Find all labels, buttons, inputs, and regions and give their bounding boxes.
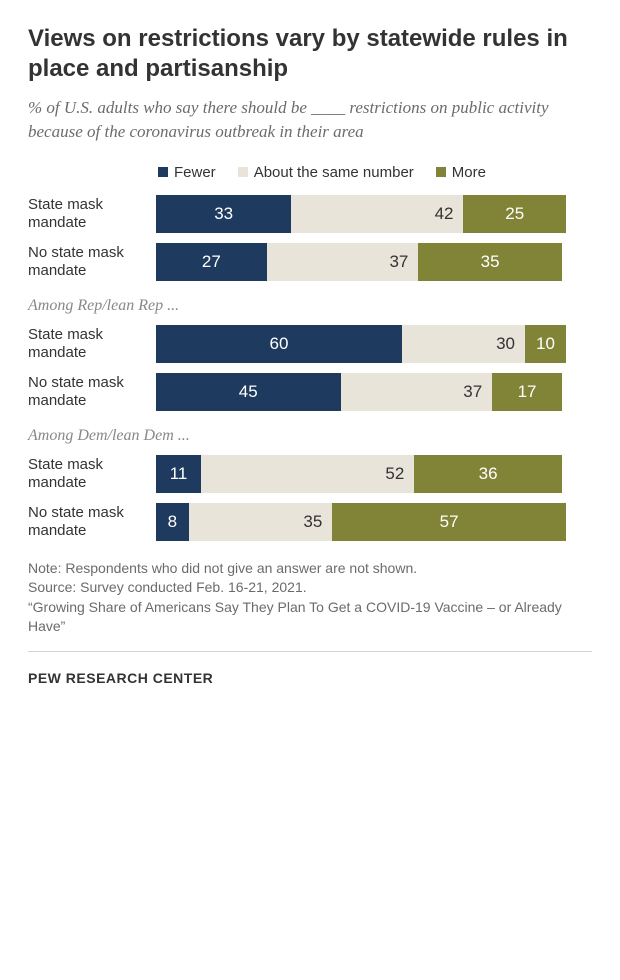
group-label: Among Rep/lean Rep ...: [28, 297, 592, 315]
bar-row: State mask mandate603010: [28, 325, 592, 363]
divider: [28, 651, 592, 652]
note-line: Note: Respondents who did not give an an…: [28, 559, 592, 579]
note-line: “Growing Share of Americans Say They Pla…: [28, 598, 592, 637]
segment-same: 52: [201, 455, 414, 493]
segment-same: 37: [341, 373, 493, 411]
row-label: No state mask mandate: [28, 504, 156, 540]
row-label: State mask mandate: [28, 196, 156, 232]
row-label: No state mask mandate: [28, 374, 156, 410]
stacked-bar: 83557: [156, 503, 566, 541]
segment-same: 35: [189, 503, 333, 541]
bar-row: No state mask mandate83557: [28, 503, 592, 541]
segment-more: 57: [332, 503, 566, 541]
row-label: State mask mandate: [28, 456, 156, 492]
segment-more: 17: [492, 373, 562, 411]
row-label: No state mask mandate: [28, 244, 156, 280]
legend: Fewer About the same number More: [158, 164, 592, 181]
segment-fewer: 45: [156, 373, 341, 411]
legend-item: More: [436, 164, 486, 181]
stacked-bar: 273735: [156, 243, 566, 281]
legend-label: About the same number: [254, 164, 414, 181]
segment-fewer: 8: [156, 503, 189, 541]
segment-more: 10: [525, 325, 566, 363]
bar-row: No state mask mandate453717: [28, 373, 592, 411]
row-label: State mask mandate: [28, 326, 156, 362]
legend-item: Fewer: [158, 164, 216, 181]
stacked-bar: 603010: [156, 325, 566, 363]
legend-swatch: [238, 167, 248, 177]
bar-row: No state mask mandate273735: [28, 243, 592, 281]
segment-same: 30: [402, 325, 525, 363]
footer-attribution: PEW RESEARCH CENTER: [28, 670, 592, 686]
chart-subtitle: % of U.S. adults who say there should be…: [28, 96, 592, 144]
segment-more: 35: [418, 243, 562, 281]
legend-swatch: [158, 167, 168, 177]
segment-same: 42: [291, 195, 463, 233]
legend-label: More: [452, 164, 486, 181]
segment-fewer: 11: [156, 455, 201, 493]
segment-fewer: 33: [156, 195, 291, 233]
bar-row: State mask mandate115236: [28, 455, 592, 493]
segment-more: 25: [463, 195, 566, 233]
stacked-bar: 334225: [156, 195, 566, 233]
chart-title: Views on restrictions vary by statewide …: [28, 24, 592, 84]
segment-fewer: 27: [156, 243, 267, 281]
group-label: Among Dem/lean Dem ...: [28, 427, 592, 445]
chart-notes: Note: Respondents who did not give an an…: [28, 559, 592, 637]
stacked-bar: 453717: [156, 373, 566, 411]
bar-row: State mask mandate334225: [28, 195, 592, 233]
chart-body: State mask mandate334225No state mask ma…: [28, 195, 592, 541]
segment-fewer: 60: [156, 325, 402, 363]
segment-more: 36: [414, 455, 562, 493]
legend-item: About the same number: [238, 164, 414, 181]
note-line: Source: Survey conducted Feb. 16-21, 202…: [28, 578, 592, 598]
legend-swatch: [436, 167, 446, 177]
segment-same: 37: [267, 243, 419, 281]
stacked-bar: 115236: [156, 455, 566, 493]
legend-label: Fewer: [174, 164, 216, 181]
